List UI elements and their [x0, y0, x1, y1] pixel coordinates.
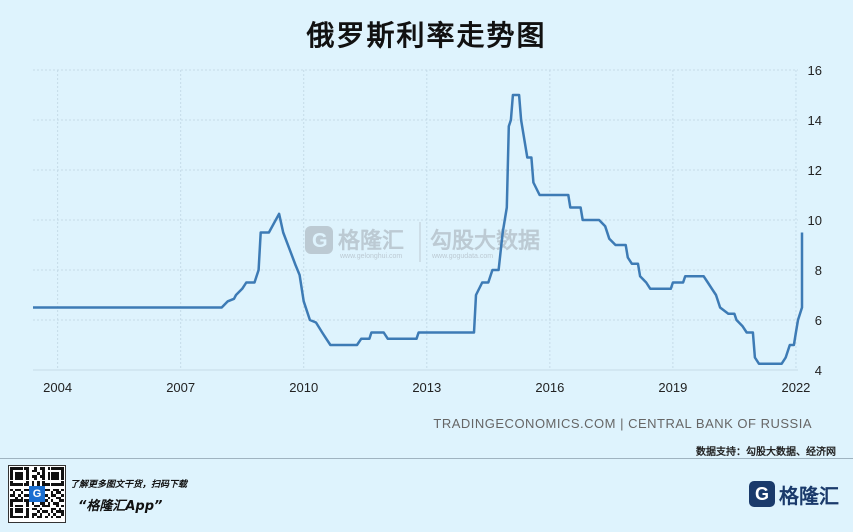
- data-support-credit: 数据支持：勾股大数据、经济网: [696, 445, 836, 458]
- y-tick-label: 10: [808, 213, 822, 228]
- watermark-gelonghui-name: 格隆汇: [338, 228, 404, 254]
- watermark-gogudata-name: 勾股大数据: [430, 228, 540, 254]
- app-name-text: “格隆汇App”: [78, 499, 163, 514]
- y-tick-label: 6: [815, 313, 822, 328]
- gelonghui-logo-icon: G: [749, 481, 775, 507]
- x-tick-label: 2016: [535, 380, 564, 395]
- x-tick-label: 2019: [658, 380, 687, 395]
- x-tick-label: 2010: [289, 380, 318, 395]
- promo-text: 了解更多图文干货，扫码下载: [70, 480, 188, 490]
- y-tick-label: 12: [808, 163, 822, 178]
- y-tick-label: 16: [808, 63, 822, 78]
- footer: G 了解更多图文干货，扫码下载 “格隆汇App” G 格隆汇: [0, 458, 853, 532]
- x-tick-label: 2022: [781, 380, 810, 395]
- y-axis: 4 6 8 10 12 14 16: [808, 63, 822, 378]
- brand-logo: G 格隆汇: [749, 479, 839, 509]
- watermark-gogudata-url: www.gogudata.com: [431, 253, 493, 260]
- y-tick-label: 14: [808, 113, 822, 128]
- x-tick-label: 2004: [43, 380, 72, 395]
- gelonghui-watermark-icon: [305, 226, 333, 254]
- interest-rate-line: [33, 93, 804, 366]
- grid-lines: [33, 69, 798, 371]
- watermark: G 格隆汇 www.gelonghui.com 勾股大数据 www.goguda…: [305, 222, 540, 262]
- y-tick-label: 8: [815, 263, 822, 278]
- source-credit: TRADINGECONOMICS.COM | CENTRAL BANK OF R…: [433, 416, 812, 431]
- watermark-gelonghui-url: www.gelonghui.com: [339, 253, 402, 260]
- line-chart: G 格隆汇 www.gelonghui.com 勾股大数据 www.goguda…: [33, 63, 836, 458]
- chart-title: 俄罗斯利率走势图: [306, 19, 547, 52]
- x-axis: 2004 2007 2010 2013 2016 2019 2022: [43, 380, 810, 395]
- qr-logo-icon: G: [29, 486, 45, 502]
- brand-name: 格隆汇: [779, 483, 839, 508]
- y-tick-label: 4: [815, 363, 822, 378]
- svg-text:G: G: [312, 230, 328, 252]
- x-tick-label: 2007: [166, 380, 195, 395]
- x-tick-label: 2013: [412, 380, 441, 395]
- qr-code[interactable]: G: [8, 465, 66, 523]
